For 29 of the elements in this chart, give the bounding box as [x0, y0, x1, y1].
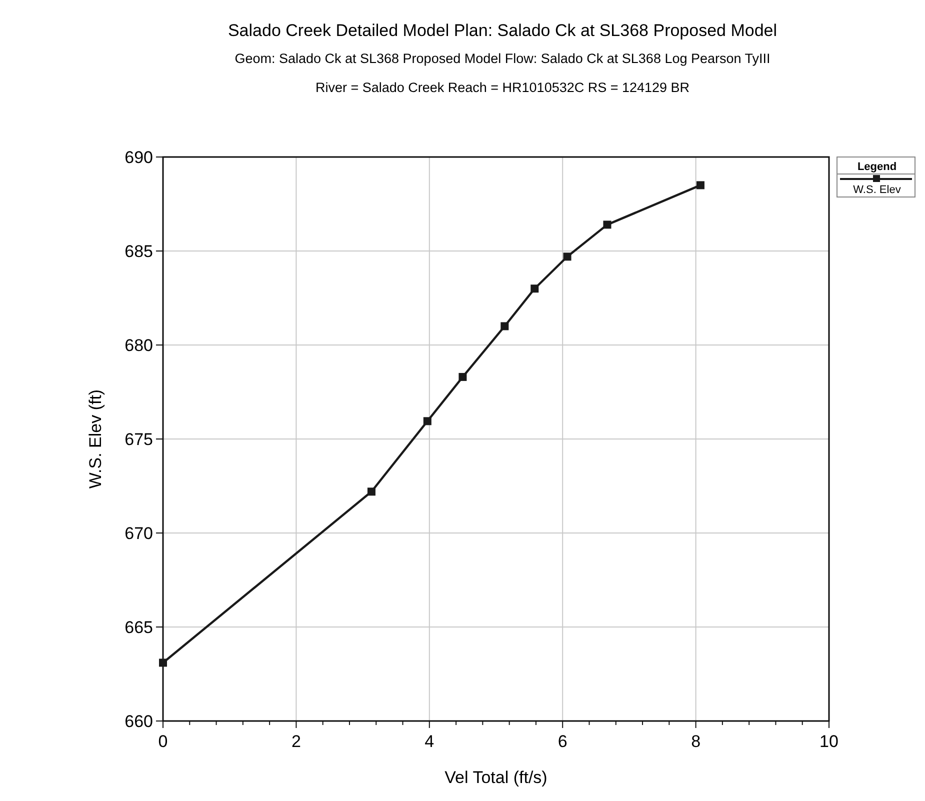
- y-tick-label: 680: [124, 336, 153, 355]
- point: [563, 252, 572, 261]
- y-tick-label: 660: [124, 712, 153, 731]
- point: [458, 372, 467, 381]
- x-tick-label: 0: [158, 732, 168, 751]
- point: [530, 284, 539, 293]
- x-tick-label: 4: [424, 732, 434, 751]
- point: [500, 322, 509, 330]
- x-axis-title: Vel Total (ft/s): [444, 768, 548, 787]
- x-tick-label: 8: [691, 732, 701, 751]
- y-tick-label: 670: [124, 524, 153, 543]
- y-tick-label: 665: [124, 618, 153, 637]
- chart-title: Salado Creek Detailed Model Plan: Salado Ck at SL368 Proposed Model: [228, 21, 778, 40]
- point: [367, 488, 376, 496]
- chart-subtitle: Geom: Salado Ck at SL368 Proposed Model Flow: Salado Ck at SL368 Log Pearson TyIII: [234, 51, 770, 66]
- y-tick-label: 685: [124, 242, 153, 261]
- y-axis-title: W.S. Elev (ft): [86, 389, 105, 489]
- legend-title: Legend: [857, 161, 897, 173]
- text: River = Salado Creek Reach = HR1010532C RS = 124129 BR: [315, 80, 690, 95]
- x-tick-label: 6: [558, 732, 568, 751]
- point: [423, 417, 432, 426]
- x-tick-label: 10: [820, 732, 838, 751]
- y-tick-label: 690: [124, 148, 153, 167]
- y-tick-label: 675: [124, 430, 153, 449]
- point: [159, 658, 167, 667]
- legend-label: W.S. Elev: [853, 184, 902, 196]
- point: [696, 181, 704, 190]
- point: [603, 220, 612, 229]
- x-tick-label: 2: [291, 732, 301, 751]
